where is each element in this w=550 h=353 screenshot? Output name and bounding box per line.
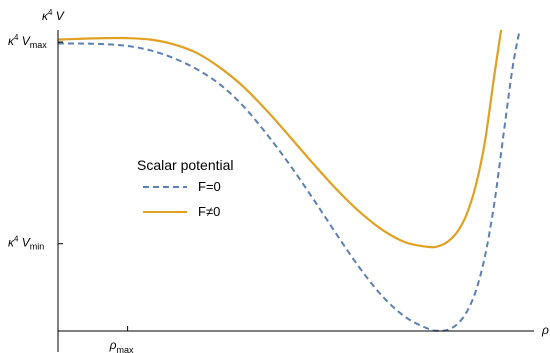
series-line-1 [57,29,503,249]
y-tick-label-1: κ4 Vmin [8,235,44,252]
y-tick-label-0: κ4 Vmax [8,33,47,50]
legend-title: Scalar potential [137,157,234,173]
legend-label-0: F=0 [198,179,221,194]
legend: Scalar potential F=0 F≠0 [137,157,234,219]
ticks: ρmax κ4 Vmax κ4 Vmin [8,33,134,353]
y-axis-label: κ4 V [42,8,65,23]
series-line-0 [57,29,521,332]
legend-label-1: F≠0 [198,204,220,219]
x-axis-label: ρ [541,323,549,337]
x-tick-label-0: ρmax [109,338,134,353]
series-layer [57,29,521,332]
